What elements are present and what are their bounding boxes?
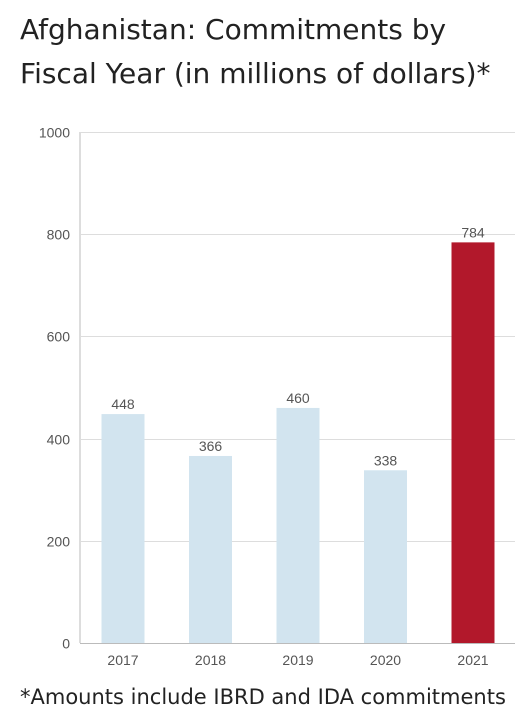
y-tick-label: 800 — [47, 227, 71, 243]
y-tick-label: 400 — [47, 432, 71, 448]
x-tick-label: 2017 — [107, 652, 138, 668]
bar-value-label: 366 — [199, 438, 223, 454]
bar-2019 — [276, 407, 320, 643]
y-tick-label: 1000 — [39, 125, 70, 141]
y-axis-ticks: 0 200 400 600 800 1000 — [39, 125, 70, 652]
footnote: *Amounts include IBRD and IDA commitment… — [20, 685, 506, 709]
gridlines — [79, 132, 515, 644]
bar-2020 — [364, 470, 407, 643]
x-tick-label: 2020 — [370, 652, 401, 668]
x-tick-label: 2021 — [457, 652, 488, 668]
bar-2018 — [189, 455, 232, 643]
chart-title: Afghanistan: Commitments by Fiscal Year … — [20, 13, 491, 90]
y-tick-label: 600 — [47, 329, 71, 345]
bar-value-label: 784 — [461, 224, 485, 240]
x-tick-label: 2018 — [195, 652, 226, 668]
x-tick-label: 2019 — [282, 652, 313, 668]
y-tick-label: 200 — [47, 534, 71, 550]
bar-2021 — [451, 242, 495, 643]
chart-area: 0 200 400 600 800 1000 448 366 460 338 784 2017 20… — [0, 118, 529, 678]
bar-value-labels: 448 366 460 338 784 — [111, 224, 485, 468]
bars — [101, 242, 495, 643]
bar-value-label: 338 — [374, 452, 398, 468]
bar-value-label: 448 — [111, 396, 135, 412]
bar-value-label: 460 — [286, 390, 310, 406]
x-axis-ticks: 2017 2018 2019 2020 2021 — [107, 652, 488, 668]
bar-2017 — [101, 414, 145, 643]
y-tick-label: 0 — [62, 636, 70, 652]
